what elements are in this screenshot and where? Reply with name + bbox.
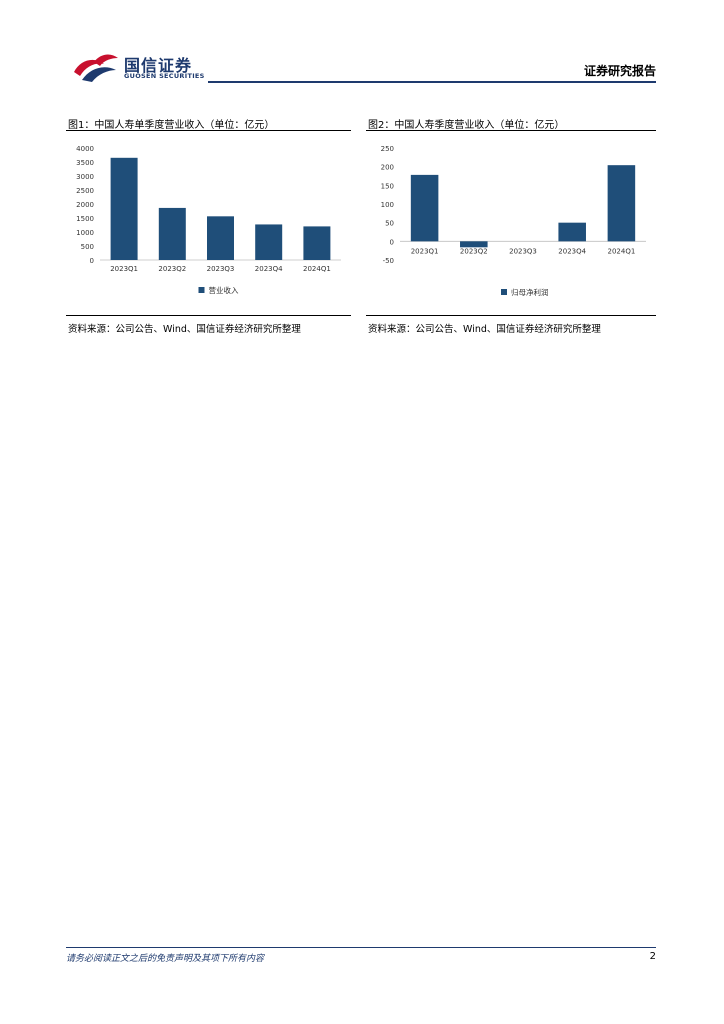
legend-label: 营业收入 [209,285,239,295]
x-tick-label: 2023Q4 [558,247,586,255]
header-divider [208,81,656,83]
x-tick-label: 2023Q4 [255,265,283,273]
figure-2-bottom-rule [366,315,656,316]
y-tick-label: 200 [381,164,394,172]
bar-2023Q3 [207,216,234,260]
y-tick-label: 1000 [76,229,94,237]
y-tick-label: 1500 [76,215,94,223]
y-tick-label: 3500 [76,159,94,167]
figure-1-title: 图1：中国人寿单季度营业收入（单位：亿元） [68,120,275,131]
y-tick-label: 250 [381,145,394,153]
figure-1-svg: 0 500 1000 1500 2000 2500 3000 3500 4000 2023Q1 20… [76,145,341,295]
y-tick-label: 500 [81,243,94,251]
y-tick-label: 100 [381,201,394,209]
figure-1-bottom-rule [66,315,351,316]
y-tick-label: 4000 [76,145,94,153]
x-tick-label: 2023Q3 [509,247,537,255]
figure-2-title: 图2：中国人寿季度营业收入（单位：亿元） [368,120,565,131]
x-tick-label: 2023Q2 [158,265,186,273]
y-tick-label: 2000 [76,201,94,209]
figure-2-source: 资料来源：公司公告、Wind、国信证券经济研究所整理 [368,324,601,335]
bar-2023Q1 [410,174,439,242]
y-tick-label: 0 [90,257,94,265]
y-tick-label: 50 [385,220,394,228]
report-type-label: 证券研究报告 [583,64,656,78]
y-tick-label: 150 [381,182,394,190]
guosen-logo-icon [74,54,118,82]
bar-2023Q4 [558,222,586,242]
y-tick-label: -50 [383,257,394,265]
y-tick-label: 3000 [76,173,94,181]
bar-2024Q1 [303,226,331,260]
legend-swatch [198,287,205,293]
x-tick-label: 2023Q1 [411,247,439,255]
x-tick-label: 2023Q2 [460,247,488,255]
figure-2-chart: -50 0 50 100 150 200 250 2023Q1 2023Q2 2023Q3 2023… [366,140,656,314]
x-tick-label: 2024Q1 [303,265,331,273]
logo-name-en: GUOSEN SECURITIES [124,72,205,80]
x-tick-label: 2024Q1 [608,247,636,255]
footer-disclaimer: 请务必阅读正文之后的免责声明及其项下所有内容 [66,954,265,964]
y-tick-label: 0 [390,238,394,246]
bar-2023Q2 [158,207,186,260]
page-header: 国信证券 GUOSEN SECURITIES 证券研究报告 [0,0,724,90]
bar-2023Q4 [255,224,283,260]
y-tick-label: 2500 [76,187,94,195]
legend-label: 归母净利润 [511,287,549,297]
figure-1-source: 资料来源：公司公告、Wind、国信证券经济研究所整理 [68,324,301,335]
bar-2024Q1 [607,165,636,242]
bar-2023Q1 [110,157,138,260]
figure-2-svg: -50 0 50 100 150 200 250 2023Q1 2023Q2 2023Q3 2023… [381,145,646,297]
footer-divider [66,947,656,948]
x-tick-label: 2023Q3 [207,265,235,273]
figure-1-chart: 0 500 1000 1500 2000 2500 3000 3500 4000 2023Q1 20… [66,140,351,314]
page-number: 2 [649,951,656,962]
bar-2023Q2 [460,241,488,248]
x-tick-label: 2023Q1 [110,265,138,273]
legend-swatch [501,289,507,295]
logo-name-cn: 国信证券 [124,56,193,75]
figure-2-title-rule [366,130,656,131]
figure-1-title-rule [66,130,351,131]
